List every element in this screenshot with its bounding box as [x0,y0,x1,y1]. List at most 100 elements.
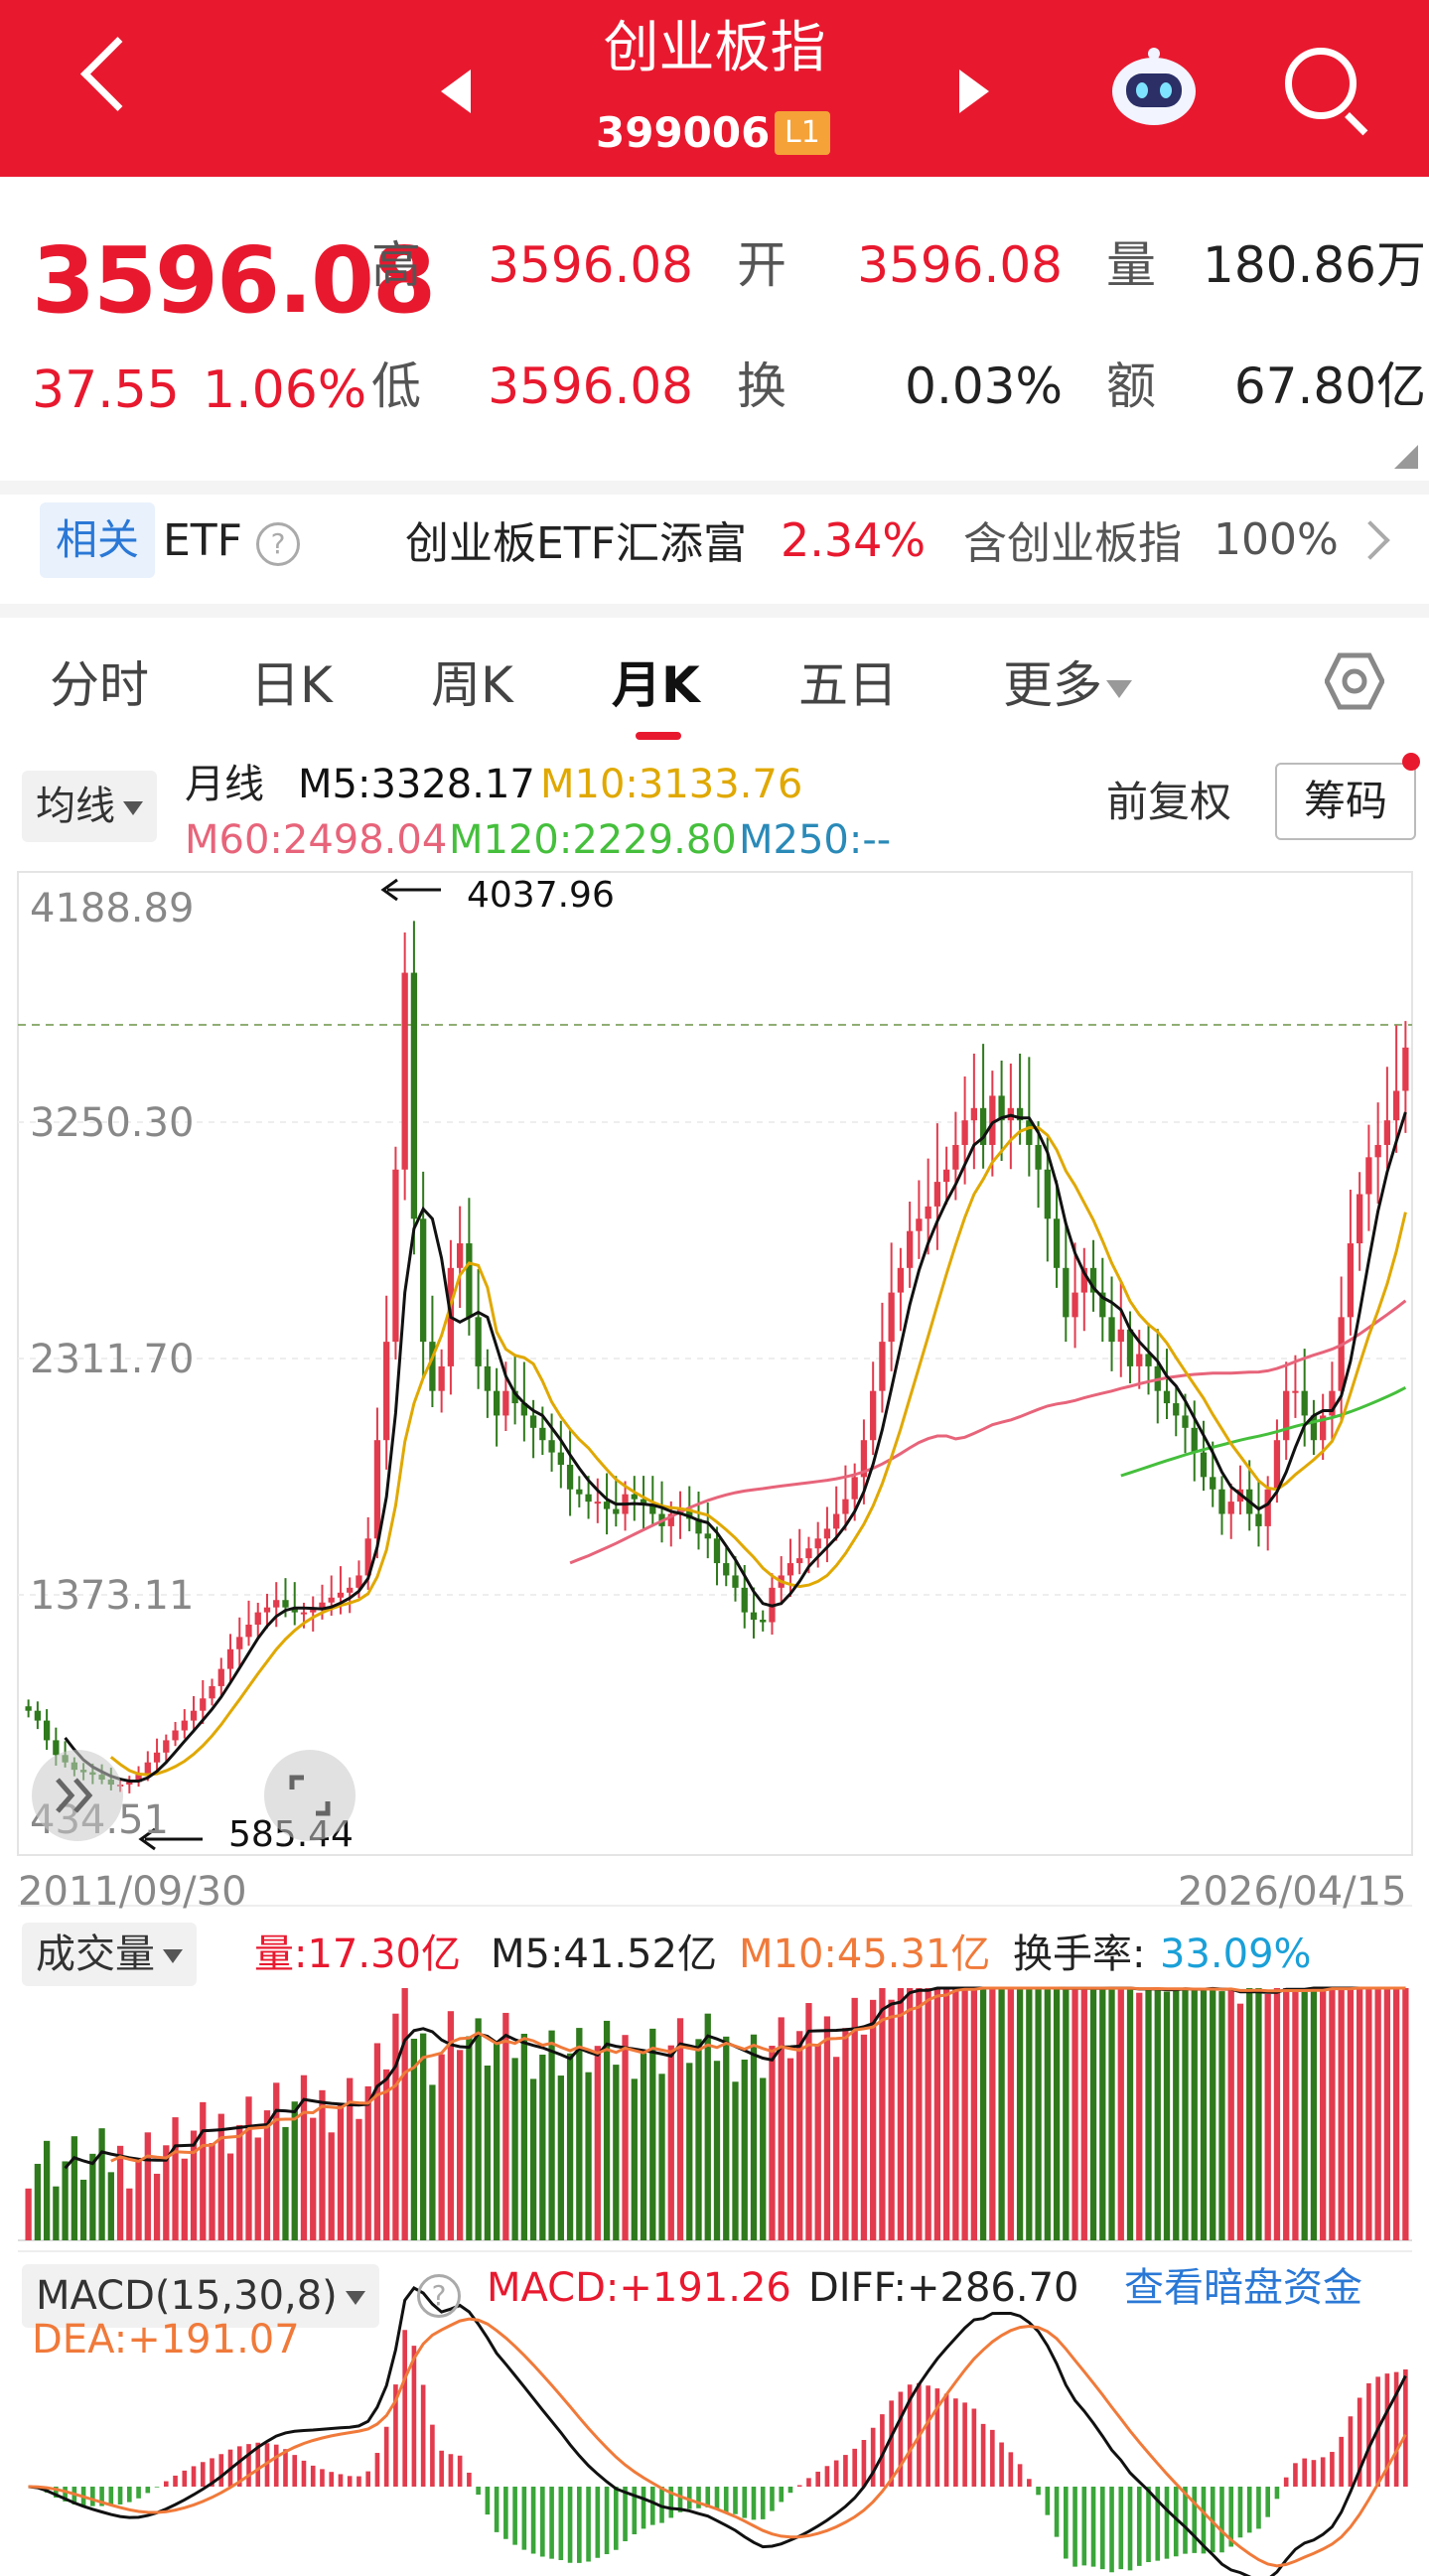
macd-help-icon[interactable]: ? [417,2274,461,2318]
volume-bar [1374,1988,1381,2240]
candle-body [263,1607,271,1613]
candle-body [1163,1390,1171,1404]
level-badge: L1 [775,111,830,155]
chips-button[interactable]: 筹码 [1275,763,1416,840]
tab-more-label: 更多 [1003,656,1102,714]
candle-body [557,1452,564,1465]
volume-bar [1392,1988,1400,2240]
active-tab-indicator [636,732,681,740]
candle-body [1173,1403,1180,1416]
volume-bar [236,2124,243,2240]
period-label: 月线 [185,762,264,807]
panel-divider [18,2250,1412,2252]
candle-body [319,1602,326,1611]
expand-corner-icon[interactable] [1394,445,1418,469]
candle-body [447,1267,455,1366]
ma60-value: M60:2498.04 [185,817,448,863]
volume-bar [1080,1988,1087,2240]
settings-icon[interactable] [1325,651,1384,711]
volume-bar [126,2188,133,2240]
candle-body [245,1624,252,1638]
volume-bar [1173,1988,1180,2240]
candle-body [1310,1415,1318,1441]
max-annotation: 4037.96 [467,875,615,916]
volume-bar [851,1997,858,2240]
low-label: 低 [371,358,421,415]
tab-intraday[interactable]: 分时 [50,656,149,714]
candle-body [1246,1489,1253,1514]
volume-bar [356,2118,362,2240]
candle-body [429,1342,436,1391]
volume-selector[interactable]: 成交量 [22,1923,197,1986]
chevron-right-icon[interactable] [1351,520,1390,560]
volume-bar [1292,1988,1299,2240]
caret-down-icon [345,2291,365,2305]
tab-daily-k[interactable]: 日K [250,656,333,714]
candle-body [126,1782,133,1786]
candle-body [970,1107,978,1121]
candle-body [273,1600,280,1608]
candle-body [337,1592,345,1598]
volume-bar [1236,2003,1244,2240]
volume-bar [576,2028,583,2240]
price-change: 37.55 [32,360,180,420]
candle-body [961,1120,968,1145]
volume-bar [686,2063,693,2240]
candle-body [622,1494,629,1514]
candle-body [704,1533,711,1539]
candle-body [1099,1292,1106,1318]
turnover-rate-value: 33.09% [1160,1932,1312,1977]
y-tick-label: 2311.70 [30,1337,195,1382]
volume-bar [493,2043,500,2240]
macd-selector[interactable]: MACD(15,30,8) [22,2264,379,2328]
candle-body [484,1365,492,1391]
related-tag: 相关 [40,502,155,578]
volume-bar [1026,1988,1033,2240]
help-icon[interactable]: ? [256,522,300,566]
volume-bar [1108,1988,1115,2240]
candle-body [364,1538,371,1576]
candle-body [1338,1317,1345,1391]
volume-bar [723,2036,730,2240]
candle-body [649,1503,656,1514]
adjust-mode[interactable]: 前复权 [1106,778,1232,826]
robot-assistant-icon[interactable] [1104,42,1204,131]
candle-body [200,1698,207,1711]
ma-selector[interactable]: 均线 [22,771,157,842]
dark-pool-link[interactable]: 查看暗盘资金 [1124,2265,1362,2311]
volume-bar [529,2078,537,2240]
volume-bar [907,1988,914,2240]
volume-bar [438,2054,445,2240]
etf-name[interactable]: 创业板ETF汇添富 [405,518,747,569]
volume-bar [1007,1988,1014,2240]
tab-more[interactable]: 更多 [1003,645,1132,725]
candle-body [1283,1390,1290,1441]
volume-bar [897,1988,905,2240]
volume-m5: M5:41.52亿 [491,1932,717,1977]
volume-bar [1063,1988,1070,2240]
volume-bar [153,2173,161,2240]
volume-bar [520,2033,527,2240]
prev-index-icon[interactable] [441,70,471,113]
tab-five-day[interactable]: 五日 [798,656,898,714]
candle-body [1301,1390,1308,1416]
tab-monthly-k[interactable]: 月K [612,656,700,714]
candle-body [952,1144,959,1170]
candle-body [1191,1427,1198,1453]
candle-body [686,1508,693,1519]
volume-bar [291,2101,298,2240]
turnover-rate-label: 换手率: [1013,1932,1146,1977]
search-icon[interactable] [1285,48,1357,119]
volume-bar [823,2016,831,2240]
candle-body [907,1230,914,1268]
fast-forward-button[interactable] [32,1750,123,1841]
volume-bar [613,2065,620,2240]
volume-bar [429,2084,436,2240]
next-index-icon[interactable] [959,70,989,113]
candle-body [823,1528,831,1539]
fullscreen-button[interactable] [264,1750,356,1841]
volume-bar [392,2013,399,2240]
candle-body [851,1477,858,1500]
volume-bar [1145,1988,1152,2240]
tab-weekly-k[interactable]: 周K [431,656,513,714]
